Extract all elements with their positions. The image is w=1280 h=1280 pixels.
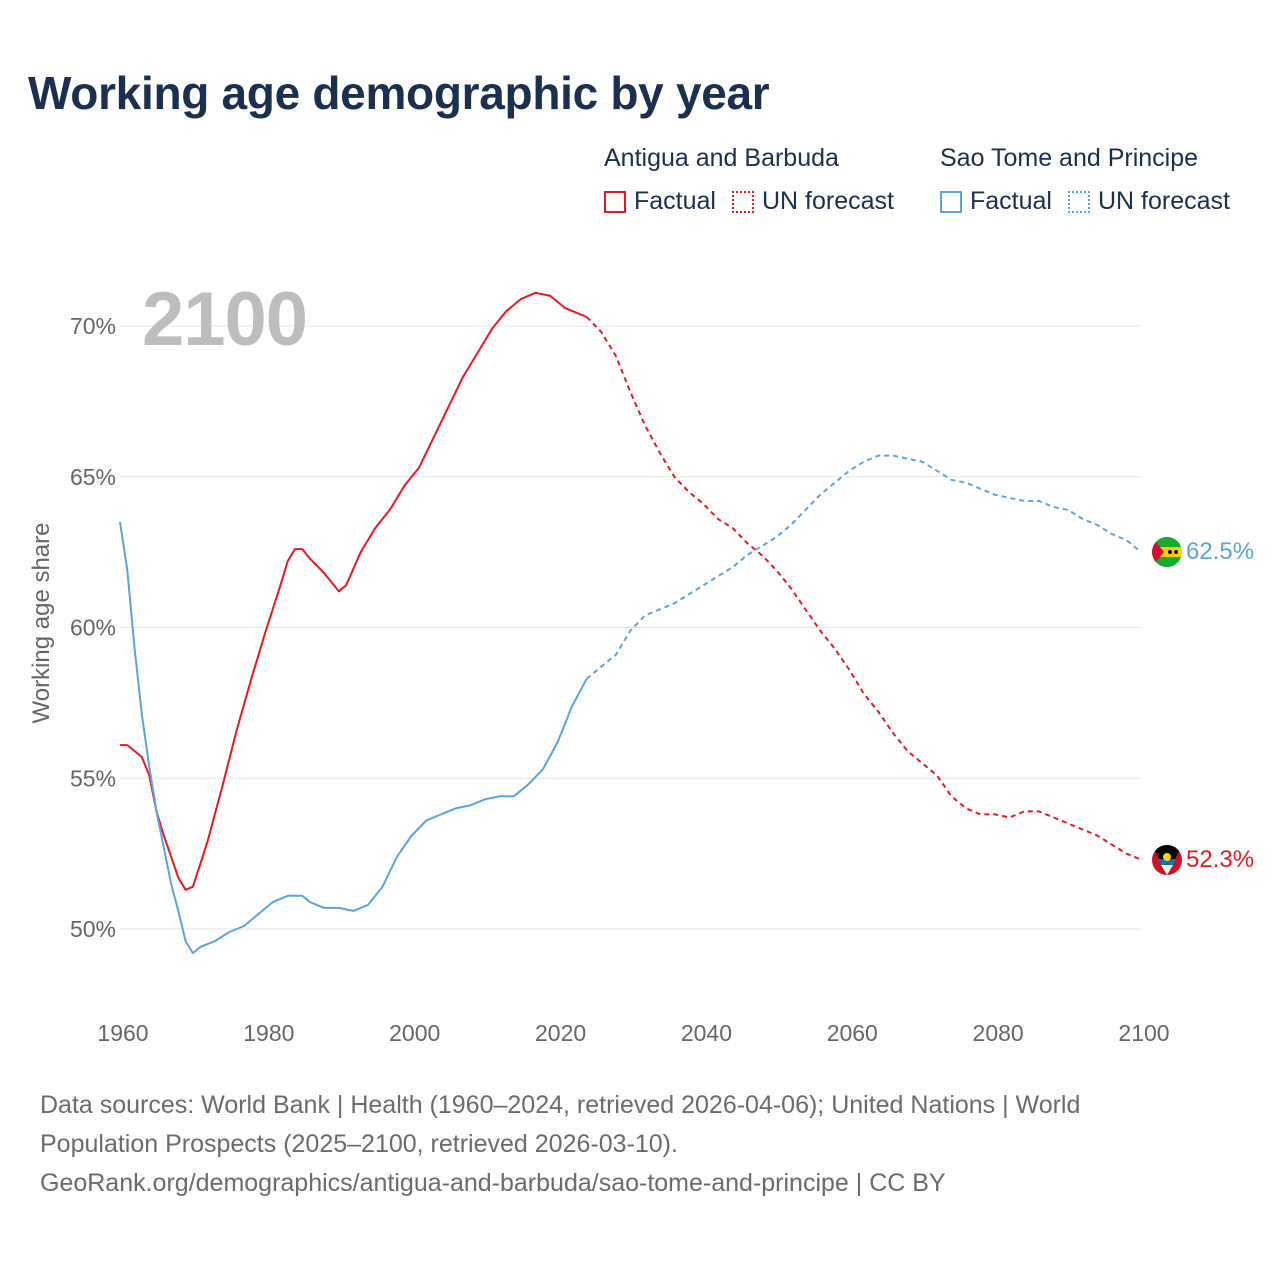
series-lines <box>119 291 1142 955</box>
y-tick-label: 65% <box>70 464 116 490</box>
footer-sources: Data sources: World Bank | Health (1960–… <box>40 1086 1240 1203</box>
y-axis-ticks: 50% 55% 60% 65% 70% <box>70 313 116 942</box>
x-tick-label: 2020 <box>535 1020 586 1046</box>
x-tick-label: 1960 <box>97 1020 148 1046</box>
y-tick-label: 60% <box>70 615 116 641</box>
antigua-flag-icon <box>1152 844 1182 875</box>
footer-line: Population Prospects (2025–2100, retriev… <box>40 1130 678 1158</box>
series-line-antigua-forecast <box>585 316 1142 861</box>
legend-swatch-dotted <box>731 190 754 213</box>
x-tick-label: 2080 <box>973 1020 1024 1046</box>
legend-item-sao-tome-factual[interactable]: Factual <box>940 187 1052 216</box>
gridlines <box>120 325 1141 930</box>
chart-title: Working age demographic by year <box>28 67 770 119</box>
legend-swatch-solid <box>604 190 626 213</box>
footer-line: Data sources: World Bank | Health (1960–… <box>40 1091 1081 1119</box>
series-line-sao-tome-factual <box>119 521 588 955</box>
line-chart: 50% 55% 60% 65% 70% 1960 1980 2000 2020 2040 2060… <box>70 291 1170 1046</box>
legend-label: Factual <box>634 187 716 215</box>
legend-label: UN forecast <box>761 187 894 215</box>
legend-item-antigua-forecast[interactable]: UN forecast <box>731 187 894 216</box>
end-label-sao-tome: 62.5% <box>1186 538 1255 566</box>
footer-line: GeoRank.org/demographics/antigua-and-bar… <box>40 1169 946 1197</box>
y-tick-label: 55% <box>70 765 116 791</box>
legend-swatch-dotted <box>1067 190 1090 213</box>
x-axis-ticks: 1960 1980 2000 2020 2040 2060 2080 2100 <box>97 1020 1169 1046</box>
x-tick-label: 2060 <box>827 1020 878 1046</box>
x-tick-label: 2100 <box>1118 1020 1169 1046</box>
end-label-antigua: 52.3% <box>1186 845 1255 873</box>
x-tick-label: 1980 <box>243 1020 294 1046</box>
legend-item-sao-tome-forecast[interactable]: UN forecast <box>1067 187 1230 216</box>
y-tick-label: 50% <box>70 916 116 942</box>
series-line-sao-tome-forecast <box>586 454 1142 680</box>
legend-group-name: Sao Tome and Principe <box>940 144 1199 172</box>
y-tick-label: 70% <box>70 313 116 339</box>
x-tick-label: 2040 <box>681 1020 732 1046</box>
series-line-antigua-factual <box>120 291 588 891</box>
year-display: 2100 <box>142 277 308 362</box>
legend-label: UN forecast <box>1097 187 1230 215</box>
y-axis-label: Working age share <box>28 522 55 724</box>
legend-swatch-solid <box>940 190 962 213</box>
legend-item-antigua-factual[interactable]: Factual <box>604 187 716 216</box>
legend-group-sao-tome: Sao Tome and Principe Factual UN forecas… <box>940 144 1246 216</box>
legend-label: Factual <box>970 187 1052 215</box>
legend-group-antigua: Antigua and Barbuda Factual UN forecast <box>604 144 910 216</box>
sao-tome-flag-icon <box>1152 537 1182 568</box>
legend-group-name: Antigua and Barbuda <box>604 144 839 172</box>
x-tick-label: 2000 <box>389 1020 440 1046</box>
